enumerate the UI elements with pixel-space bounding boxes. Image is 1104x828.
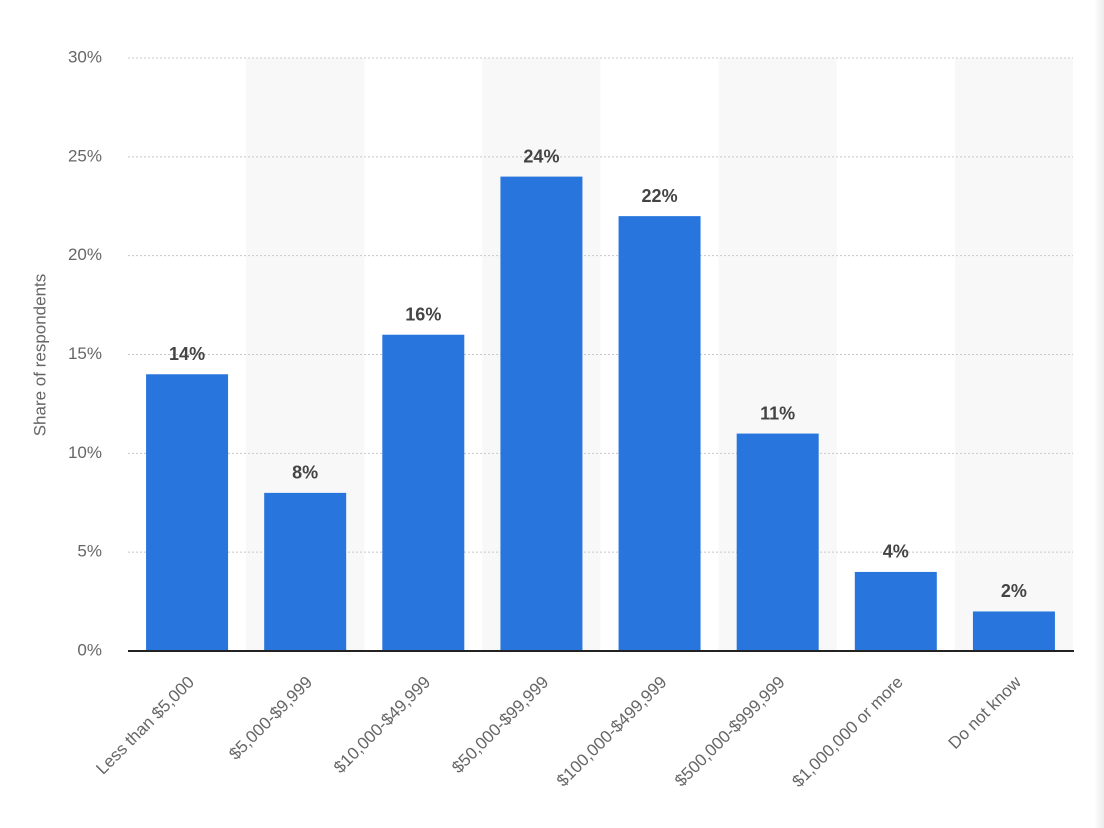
x-tick-label: $500,000-$999,999: [671, 673, 789, 791]
panel-shadow: [1094, 0, 1104, 828]
y-tick-label: 5%: [77, 542, 102, 561]
y-tick-label: 30%: [68, 47, 102, 66]
bar: [382, 334, 465, 651]
value-label: 14%: [169, 344, 205, 364]
x-tick-label: $5,000-$9,999: [225, 673, 316, 764]
y-tick-label: 10%: [68, 443, 102, 462]
y-tick-label: 25%: [68, 146, 102, 165]
x-tick-label: Do not know: [945, 672, 1026, 753]
y-axis-label: Share of respondents: [30, 274, 49, 437]
value-label: 2%: [1001, 581, 1027, 601]
value-label: 16%: [405, 304, 441, 324]
value-label: 11%: [760, 403, 795, 423]
x-tick-label: $100,000-$499,999: [553, 673, 671, 791]
x-tick-label: $10,000-$49,999: [330, 673, 434, 777]
x-tick-label: Less than $5,000: [92, 673, 198, 779]
bar: [500, 176, 583, 651]
y-tick-label: 15%: [68, 344, 102, 363]
bar: [146, 374, 229, 651]
y-tick-label: 20%: [68, 245, 102, 264]
bar: [618, 216, 701, 651]
x-tick-label: $1,000,000 or more: [788, 673, 906, 791]
bar: [854, 571, 937, 651]
x-tick-label: $50,000-$99,999: [448, 673, 552, 777]
value-label: 24%: [523, 146, 559, 166]
bar: [972, 611, 1055, 651]
value-label: 22%: [642, 186, 678, 206]
bar: [264, 492, 347, 651]
value-label: 8%: [292, 463, 318, 483]
y-tick-label: 0%: [77, 640, 102, 659]
bar: [736, 433, 819, 651]
value-label: 4%: [883, 542, 909, 562]
